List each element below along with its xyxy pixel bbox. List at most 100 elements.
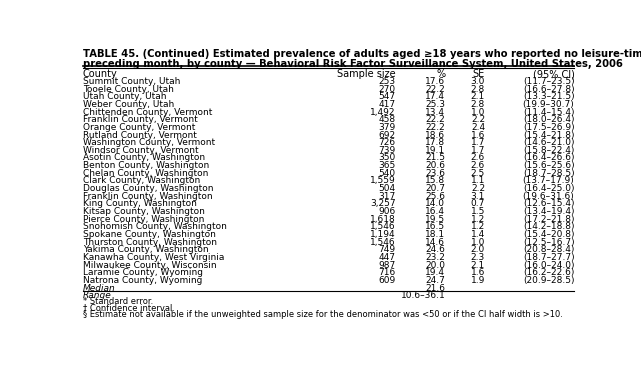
Text: Pierce County, Washington: Pierce County, Washington	[83, 215, 204, 224]
Text: 2.1: 2.1	[470, 261, 485, 270]
Text: Kanawha County, West Virginia: Kanawha County, West Virginia	[83, 253, 224, 262]
Text: 1.5: 1.5	[470, 207, 485, 216]
Text: 2.3: 2.3	[470, 253, 485, 262]
Text: 1.2: 1.2	[470, 215, 485, 224]
Text: Kitsap County, Washington: Kitsap County, Washington	[83, 207, 204, 216]
Text: (18.7–28.5): (18.7–28.5)	[523, 169, 574, 178]
Text: (19.9–30.7): (19.9–30.7)	[522, 100, 574, 109]
Text: 22.2: 22.2	[426, 115, 445, 124]
Text: Snohomish County, Washington: Snohomish County, Washington	[83, 222, 226, 231]
Text: (12.6–15.4): (12.6–15.4)	[523, 199, 574, 209]
Text: County: County	[83, 70, 117, 79]
Text: 1,559: 1,559	[370, 176, 395, 185]
Text: Chittenden County, Vermont: Chittenden County, Vermont	[83, 108, 212, 117]
Text: (11.7–23.5): (11.7–23.5)	[523, 77, 574, 86]
Text: (16.6–27.8): (16.6–27.8)	[523, 85, 574, 94]
Text: 17.8: 17.8	[425, 138, 445, 147]
Text: 1.1: 1.1	[470, 176, 485, 185]
Text: 20.0: 20.0	[425, 261, 445, 270]
Text: 14.0: 14.0	[425, 199, 445, 209]
Text: 20.7: 20.7	[425, 184, 445, 193]
Text: 23.2: 23.2	[426, 253, 445, 262]
Text: Laramie County, Wyoming: Laramie County, Wyoming	[83, 268, 203, 277]
Text: (15.4–21.8): (15.4–21.8)	[523, 131, 574, 139]
Text: SE: SE	[473, 70, 485, 79]
Text: (15.6–25.6): (15.6–25.6)	[523, 161, 574, 170]
Text: (13.3–21.5): (13.3–21.5)	[523, 92, 574, 101]
Text: 1,618: 1,618	[370, 215, 395, 224]
Text: 1,546: 1,546	[370, 222, 395, 231]
Text: 1.6: 1.6	[470, 268, 485, 277]
Text: (17.2–21.8): (17.2–21.8)	[523, 215, 574, 224]
Text: 350: 350	[378, 154, 395, 162]
Text: 504: 504	[378, 184, 395, 193]
Text: 1.7: 1.7	[470, 146, 485, 155]
Text: (18.7–27.7): (18.7–27.7)	[523, 253, 574, 262]
Text: Washington County, Vermont: Washington County, Vermont	[83, 138, 215, 147]
Text: 19.1: 19.1	[425, 146, 445, 155]
Text: 25.3: 25.3	[425, 100, 445, 109]
Text: 1.0: 1.0	[470, 108, 485, 117]
Text: 2.8: 2.8	[470, 100, 485, 109]
Text: 1.6: 1.6	[470, 131, 485, 139]
Text: 0.7: 0.7	[470, 199, 485, 209]
Text: %: %	[436, 70, 445, 79]
Text: (11.4–15.4): (11.4–15.4)	[523, 108, 574, 117]
Text: (95% CI): (95% CI)	[533, 70, 574, 79]
Text: 1.0: 1.0	[470, 238, 485, 247]
Text: 547: 547	[378, 92, 395, 101]
Text: 2.1: 2.1	[470, 92, 485, 101]
Text: 19.4: 19.4	[425, 268, 445, 277]
Text: 906: 906	[378, 207, 395, 216]
Text: (15.8–22.4): (15.8–22.4)	[523, 146, 574, 155]
Text: Franklin County, Vermont: Franklin County, Vermont	[83, 115, 197, 124]
Text: † Confidence interval.: † Confidence interval.	[83, 304, 174, 312]
Text: 2.5: 2.5	[470, 169, 485, 178]
Text: 1.9: 1.9	[470, 276, 485, 285]
Text: 1.4: 1.4	[470, 230, 485, 239]
Text: (20.8–28.4): (20.8–28.4)	[523, 245, 574, 254]
Text: Range: Range	[83, 291, 112, 300]
Text: 2.8: 2.8	[470, 85, 485, 94]
Text: (13.7–17.9): (13.7–17.9)	[522, 176, 574, 185]
Text: Spokane County, Washington: Spokane County, Washington	[83, 230, 215, 239]
Text: (13.4–19.4): (13.4–19.4)	[523, 207, 574, 216]
Text: (15.4–20.8): (15.4–20.8)	[523, 230, 574, 239]
Text: * Standard error.: * Standard error.	[83, 297, 153, 306]
Text: 14.6: 14.6	[425, 238, 445, 247]
Text: Benton County, Washington: Benton County, Washington	[83, 161, 209, 170]
Text: 1,492: 1,492	[370, 108, 395, 117]
Text: 21.5: 21.5	[425, 154, 445, 162]
Text: (16.0–24.0): (16.0–24.0)	[523, 261, 574, 270]
Text: 2.2: 2.2	[471, 115, 485, 124]
Text: (16.4–26.6): (16.4–26.6)	[523, 154, 574, 162]
Text: 379: 379	[378, 123, 395, 132]
Text: Rutland County, Vermont: Rutland County, Vermont	[83, 131, 197, 139]
Text: 22.2: 22.2	[426, 123, 445, 132]
Text: Douglas County, Washington: Douglas County, Washington	[83, 184, 213, 193]
Text: 716: 716	[378, 268, 395, 277]
Text: 3.0: 3.0	[470, 77, 485, 86]
Text: (18.0–26.4): (18.0–26.4)	[523, 115, 574, 124]
Text: Natrona County, Wyoming: Natrona County, Wyoming	[83, 276, 202, 285]
Text: Yakima County, Washington: Yakima County, Washington	[83, 245, 208, 254]
Text: Summit County, Utah: Summit County, Utah	[83, 77, 180, 86]
Text: 16.4: 16.4	[425, 207, 445, 216]
Text: 17.6: 17.6	[425, 77, 445, 86]
Text: 447: 447	[379, 253, 395, 262]
Text: Orange County, Vermont: Orange County, Vermont	[83, 123, 195, 132]
Text: King County, Washington: King County, Washington	[83, 199, 197, 209]
Text: 458: 458	[378, 115, 395, 124]
Text: 1,194: 1,194	[370, 230, 395, 239]
Text: 2.6: 2.6	[470, 154, 485, 162]
Text: 21.6: 21.6	[425, 283, 445, 293]
Text: Tooele County, Utah: Tooele County, Utah	[83, 85, 174, 94]
Text: Thurston County, Washington: Thurston County, Washington	[83, 238, 217, 247]
Text: 22.2: 22.2	[426, 85, 445, 94]
Text: 17.4: 17.4	[425, 92, 445, 101]
Text: 987: 987	[378, 261, 395, 270]
Text: 417: 417	[378, 100, 395, 109]
Text: (17.5–26.9): (17.5–26.9)	[523, 123, 574, 132]
Text: 317: 317	[378, 192, 395, 201]
Text: 16.5: 16.5	[425, 222, 445, 231]
